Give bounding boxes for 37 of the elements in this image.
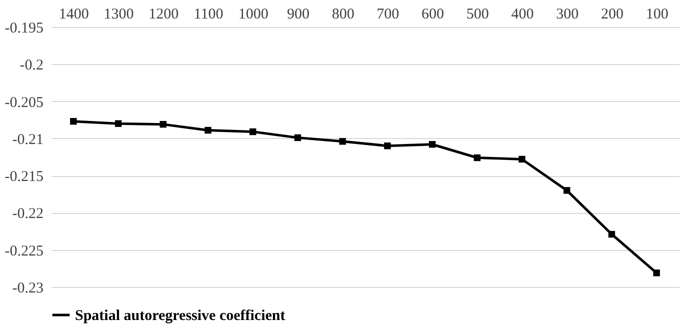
x-tick-label: 1300 xyxy=(104,6,134,22)
y-tick-label: -0.195 xyxy=(4,20,44,36)
y-tick-label: -0.2 xyxy=(20,58,44,74)
legend-label: Spatial autoregressive coefficient xyxy=(75,308,286,324)
x-tick-label: 100 xyxy=(646,6,668,22)
x-tick-label: 1400 xyxy=(58,6,89,22)
x-tick-label: 1200 xyxy=(148,6,179,22)
point xyxy=(474,154,480,162)
x-tick-label: 200 xyxy=(600,6,624,22)
x-tick-label: 300 xyxy=(556,6,579,22)
point xyxy=(653,270,660,276)
x-tick-label: 1100 xyxy=(194,6,224,22)
point xyxy=(250,128,256,136)
x-tick-label: 600 xyxy=(422,6,444,22)
x-tick-label: 400 xyxy=(511,6,534,22)
point xyxy=(160,120,166,128)
point xyxy=(384,142,391,150)
point xyxy=(70,118,77,125)
x-tick-label: 700 xyxy=(376,6,400,22)
x-tick-label: 1000 xyxy=(238,6,268,22)
x-tick-label: 900 xyxy=(286,6,310,22)
point xyxy=(564,187,570,194)
y-tick-label: -0.23 xyxy=(12,280,44,296)
x-tick-label: 500 xyxy=(466,6,489,22)
x-tick-label: 800 xyxy=(332,6,354,22)
point xyxy=(518,156,526,163)
point xyxy=(339,138,346,145)
y-tick-label: -0.225 xyxy=(4,243,44,260)
point xyxy=(608,230,616,238)
point xyxy=(204,126,212,134)
point xyxy=(428,141,436,148)
point xyxy=(294,134,302,142)
y-tick-label: -0.205 xyxy=(4,94,44,111)
y-tick-label: -0.215 xyxy=(4,169,44,186)
point xyxy=(114,120,122,127)
y-tick-label: -0.21 xyxy=(12,132,44,148)
y-tick-label: -0.22 xyxy=(12,206,44,222)
